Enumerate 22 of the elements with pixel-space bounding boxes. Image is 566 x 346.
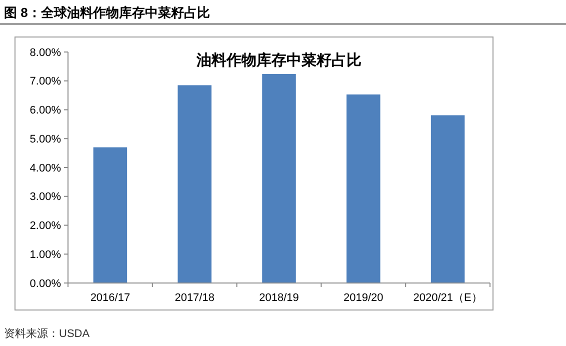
y-tick-label: 8.00% xyxy=(30,46,62,59)
x-tick-label: 2018/19 xyxy=(259,292,299,304)
x-tick-label: 2020/21（E） xyxy=(413,292,482,304)
y-tick-label: 3.00% xyxy=(30,191,62,204)
y-tick-label: 7.00% xyxy=(30,76,62,88)
y-tick-label: 5.00% xyxy=(30,133,62,146)
y-tick-label: 6.00% xyxy=(30,104,62,117)
x-tick-label: 2016/17 xyxy=(90,292,130,304)
y-tick-label: 1.00% xyxy=(30,248,62,261)
y-tick-label: 2.00% xyxy=(30,220,62,232)
x-tick-label: 2019/20 xyxy=(344,292,384,304)
text: 资料来源：USDA xyxy=(4,327,90,340)
chart-subtitle: 油料作物库存中菜籽占比 xyxy=(196,51,362,69)
bar xyxy=(430,115,465,283)
bar xyxy=(178,85,212,283)
bar xyxy=(262,74,296,283)
bar xyxy=(93,147,128,283)
bar xyxy=(346,94,380,283)
x-tick-label: 2017/18 xyxy=(174,292,214,304)
y-tick-label: 0.00% xyxy=(30,278,62,290)
y-tick-label: 4.00% xyxy=(30,162,62,174)
chart-title: 图 8：全球油料作物库存中菜籽占比 xyxy=(4,5,210,20)
